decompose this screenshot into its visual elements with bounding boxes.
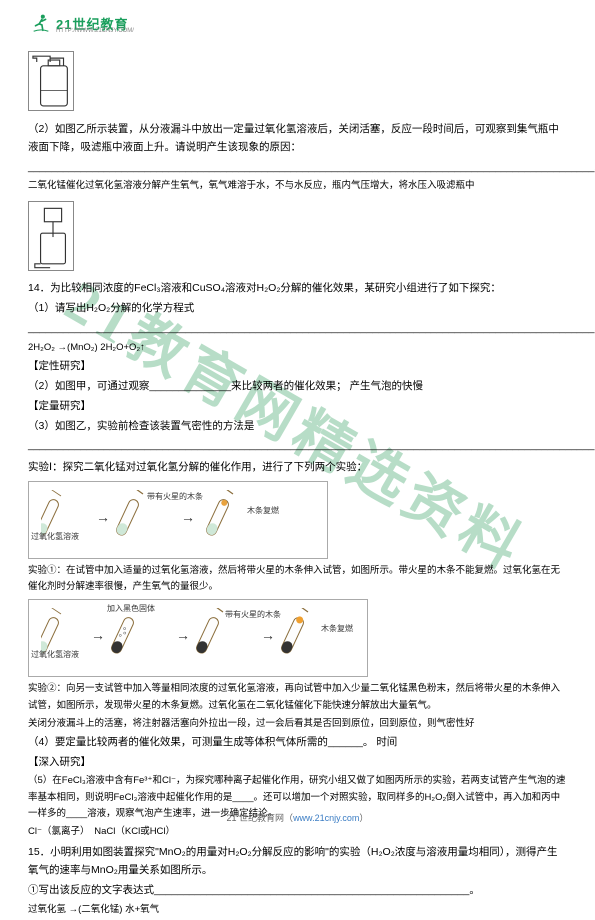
footer-link[interactable]: www.21cnjy.com: [293, 813, 359, 823]
exp2-text: 实验②：向另一支试管中加入等量相同浓度的过氧化氢溶液，再向试管中加入少量二氧化锰…: [28, 681, 567, 713]
svg-text:→: →: [261, 627, 275, 643]
logo-subtitle: HTTP://WWW.21CNJY.COM/: [56, 28, 134, 34]
q14-5-a2: NaCl（KCl或HCl）: [94, 826, 175, 837]
fig2-label-2: 加入黑色固体: [107, 602, 155, 616]
footer-text-2: ）: [359, 813, 368, 823]
fig1-label-2: 带有火星的木条: [147, 490, 203, 504]
q14-4: （4）要定量比较两者的催化效果，可测量生成等体积气体所需的______。 时间: [28, 734, 567, 752]
q14-2: （2）如图甲，可通过观察______________来比较两者的催化效果； 产生…: [28, 378, 567, 396]
fig2-label-1: 过氧化氢溶液: [31, 648, 79, 662]
q14-shen: 【深入研究】: [28, 754, 567, 772]
svg-text:→: →: [91, 627, 105, 643]
exp-intro: 实验Ⅰ：探究二氧化锰对过氧化氢分解的催化作用，进行了下列两个实验：: [28, 459, 567, 477]
q-2-text: （2）如图乙所示装置，从分液漏斗中放出一定量过氧化氢溶液后，关闭活塞，反应一段时…: [28, 123, 559, 153]
q15-1-answer: 过氧化氢 →(二氧化锰) 水+氧气: [28, 902, 567, 918]
svg-text:→: →: [176, 627, 190, 643]
q14-4-text: （4）要定量比较两者的催化效果，可测量生成等体积气体所需的______。: [28, 736, 373, 748]
fig2-label-4: 木条复燃: [321, 622, 353, 636]
exp1-text: 实验①：在试管中加入适量的过氧化氢溶液，然后将带火星的木条伸入试管，如图所示。带…: [28, 563, 567, 595]
q14-4-answer: 时间: [376, 736, 397, 748]
figure-experiment-2: → → → 过氧化氢溶液 加入黑色固体: [28, 599, 368, 677]
q15-title: 15．小明利用如图装置探究"MnO₂的用量对H₂O₂分解反应的影响"的实验（H₂…: [28, 844, 567, 880]
q14-1-answer: 2H₂O₂ →(MnO₂) 2H₂O+O₂↑: [28, 340, 567, 356]
q14-1-blank: ________________________________________…: [28, 320, 567, 338]
fig1-label-1: 过氧化氢溶液: [31, 530, 79, 544]
paragraph-2: （2）如图乙所示装置，从分液漏斗中放出一定量过氧化氢溶液后，关闭活塞，反应一段时…: [28, 121, 567, 157]
q14-5-ans: Cl⁻（氯离子） NaCl（KCl或HCl）: [28, 824, 567, 840]
q14-1: （1）请写出H₂O₂分解的化学方程式: [28, 300, 567, 318]
figure-bottle-2: [28, 201, 74, 271]
q14-5-a1: Cl⁻（氯离子）: [28, 826, 85, 837]
logo-runner-icon: [30, 12, 52, 34]
svg-text:→: →: [96, 509, 110, 525]
fig1-label-3: 木条复燃: [247, 504, 279, 518]
q14-3: （3）如图乙，实验前检查该装置气密性的方法是: [28, 418, 567, 436]
q14-3-text: （3）如图乙，实验前检查该装置气密性的方法是: [28, 420, 254, 432]
fig2-label-3: 带有火星的木条: [225, 608, 281, 622]
q14-ding: 【定性研究】: [28, 358, 567, 376]
svg-text:→: →: [181, 509, 195, 525]
q14-2-text: （2）如图甲，可通过观察______________来比较两者的催化效果；: [28, 380, 347, 392]
page-footer: 21 世纪教育网（www.21cnjy.com）: [0, 811, 595, 824]
q14-dingl: 【定量研究】: [28, 398, 567, 416]
q14-3-answer: 关闭分液漏斗上的活塞，将注射器活塞向外拉出一段，过一会后看其是否回到原位，回到原…: [28, 716, 567, 732]
page-content: （2）如图乙所示装置，从分液漏斗中放出一定量过氧化氢溶液后，关闭活塞，反应一段时…: [28, 48, 567, 920]
q14-1-text: （1）请写出H₂O₂分解的化学方程式: [28, 302, 194, 314]
footer-text-1: 21 世纪教育网（: [227, 813, 294, 823]
q15-1: ①写出该反应的文字表达式____________________________…: [28, 882, 567, 900]
header-logo: 21世纪教育 HTTP://WWW.21CNJY.COM/: [30, 12, 128, 34]
q14-3-blank: ________________________________________…: [28, 437, 567, 455]
q14-title: 14．为比较相同浓度的FeCl₃溶液和CuSO₄溶液对H₂O₂分解的催化效果，某…: [28, 280, 567, 298]
paragraph-2-blank: ________________________________________…: [28, 159, 567, 177]
figure-experiment-1: → → 过氧化氢溶液 带有火星的木条 木条复燃: [28, 481, 328, 559]
q14-2-answer: 产生气泡的快慢: [350, 380, 424, 392]
paragraph-2-answer: 二氧化锰催化过氧化氢溶液分解产生氧气，氧气难溶于水，不与水反应，瓶内气压增大，将…: [28, 178, 567, 194]
figure-bottle-1: [28, 51, 74, 111]
